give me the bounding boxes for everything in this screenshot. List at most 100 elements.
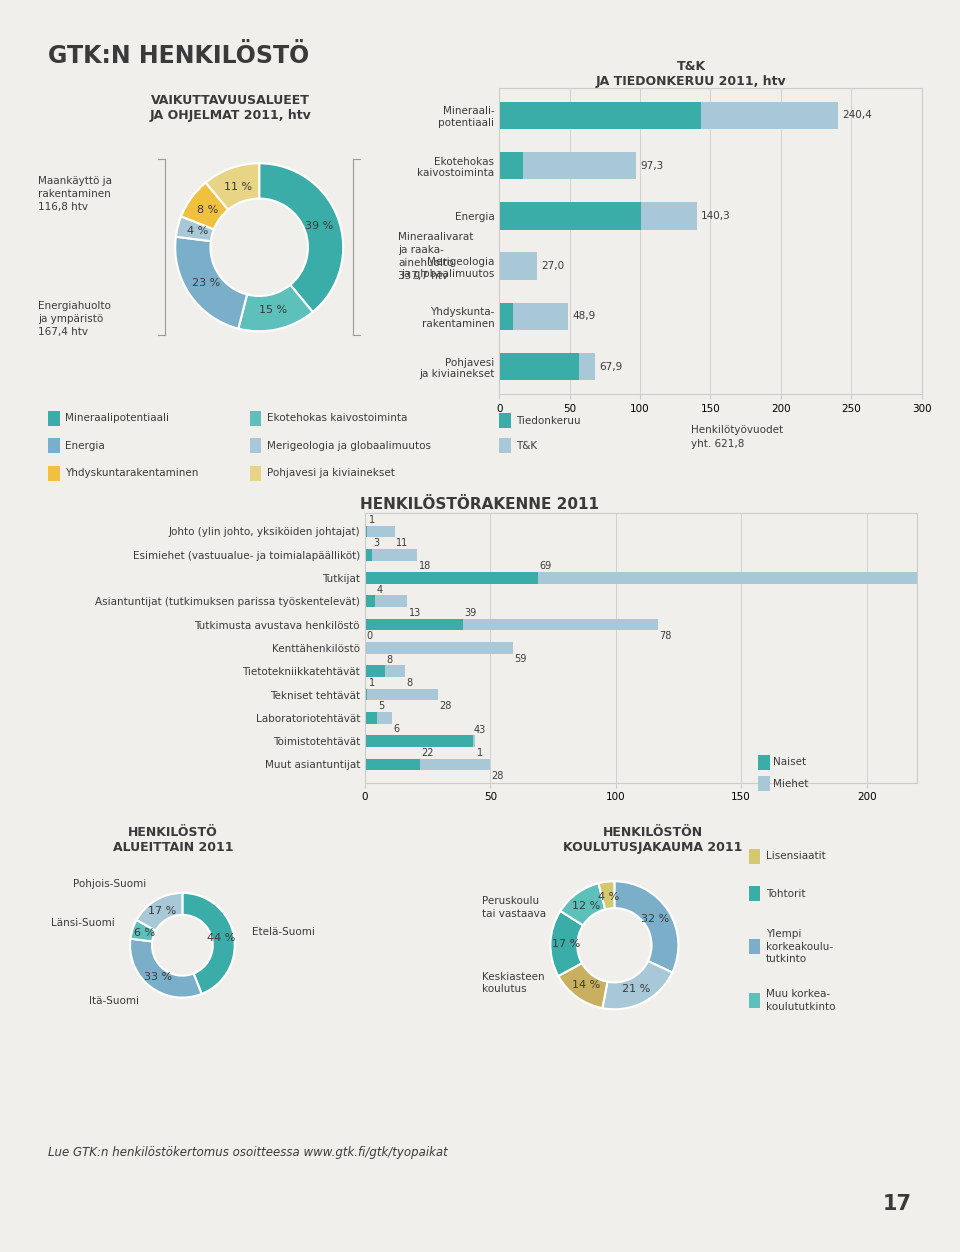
Text: 33 %: 33 % (144, 972, 172, 982)
Text: 8: 8 (406, 677, 413, 687)
Text: 1: 1 (369, 679, 374, 689)
Wedge shape (205, 163, 259, 210)
Bar (365, 618, 463, 631)
Text: Tiedonkeruu: Tiedonkeruu (516, 416, 581, 426)
Bar (365, 548, 372, 561)
Text: 27,0: 27,0 (541, 262, 564, 272)
Text: Tohtorit: Tohtorit (766, 889, 805, 899)
Bar (499, 101, 701, 129)
Text: Keskiasteen
koulutus: Keskiasteen koulutus (482, 972, 544, 994)
Text: 48,9: 48,9 (572, 312, 595, 322)
Text: Ekotehokas kaivostoiminta: Ekotehokas kaivostoiminta (267, 413, 407, 423)
Text: Naiset: Naiset (773, 757, 806, 767)
Text: 1: 1 (369, 515, 374, 525)
Text: 97,3: 97,3 (640, 160, 663, 170)
Text: 4 %: 4 % (598, 891, 619, 901)
Text: 6: 6 (394, 725, 399, 735)
Text: 15 %: 15 % (259, 304, 287, 314)
Text: HENKILÖSTÖRAKENNE 2011: HENKILÖSTÖRAKENNE 2011 (361, 497, 599, 512)
Wedge shape (614, 881, 679, 973)
Text: Maankäyttö ja
rakentaminen
116,8 htv: Maankäyttö ja rakentaminen 116,8 htv (38, 175, 112, 213)
Text: 39: 39 (464, 608, 476, 618)
Bar (368, 689, 438, 700)
Bar (365, 665, 385, 677)
Text: 32 %: 32 % (641, 914, 669, 924)
Bar (365, 712, 377, 724)
Text: Ylempi
korkeakoulu-
tutkinto: Ylempi korkeakoulu- tutkinto (766, 929, 833, 964)
Text: Pohjois-Suomi: Pohjois-Suomi (73, 879, 147, 889)
Wedge shape (603, 962, 672, 1009)
Text: 67,9: 67,9 (599, 362, 622, 372)
Bar (365, 526, 368, 537)
Text: 6 %: 6 % (134, 928, 156, 938)
Bar (472, 735, 475, 747)
Wedge shape (131, 920, 156, 942)
Wedge shape (238, 284, 313, 332)
Text: GTK:N HENKILÖSTÖ: GTK:N HENKILÖSTÖ (48, 44, 309, 68)
Text: 28: 28 (492, 771, 504, 781)
Text: Mineraalipotentiaali: Mineraalipotentiaali (65, 413, 169, 423)
Text: 8 %: 8 % (197, 205, 218, 215)
Text: 11 %: 11 % (224, 183, 252, 193)
Wedge shape (176, 237, 247, 328)
Wedge shape (550, 911, 583, 977)
Text: 17 %: 17 % (148, 906, 177, 916)
Wedge shape (181, 183, 228, 229)
Bar (641, 202, 697, 229)
Text: 17 %: 17 % (552, 939, 580, 949)
Wedge shape (559, 963, 608, 1008)
Bar (514, 303, 568, 331)
Text: 18: 18 (419, 561, 431, 571)
Text: Etelä-Suomi: Etelä-Suomi (252, 926, 315, 936)
Wedge shape (598, 881, 614, 909)
Text: Lisensiaatit: Lisensiaatit (766, 851, 826, 861)
Text: 3: 3 (373, 538, 380, 548)
Bar (365, 689, 368, 700)
Wedge shape (259, 163, 343, 312)
Wedge shape (561, 883, 605, 925)
Text: 8: 8 (386, 655, 393, 665)
Bar (580, 353, 595, 381)
Bar (701, 101, 838, 129)
Text: 21 %: 21 % (622, 984, 651, 994)
Text: Energia: Energia (65, 441, 105, 451)
Text: HENKILÖSTÖ
ALUEITTAIN 2011: HENKILÖSTÖ ALUEITTAIN 2011 (112, 826, 233, 854)
Text: Länsi-Suomi: Länsi-Suomi (52, 919, 115, 929)
Text: T&K: T&K (516, 441, 538, 451)
Bar (368, 526, 395, 537)
Bar (538, 572, 960, 583)
Text: 13: 13 (409, 607, 420, 617)
Wedge shape (182, 893, 235, 994)
Bar (365, 642, 513, 654)
Text: T&K
JA TIEDONKERUU 2011, htv: T&K JA TIEDONKERUU 2011, htv (596, 60, 786, 88)
Bar (385, 665, 405, 677)
Text: Yhdyskuntarakentaminen: Yhdyskuntarakentaminen (65, 468, 199, 478)
Wedge shape (176, 217, 214, 242)
Text: Muu korkea-
koulututkinto: Muu korkea- koulututkinto (766, 989, 835, 1012)
Bar (374, 596, 407, 607)
Bar (499, 202, 641, 229)
Text: 140,3: 140,3 (701, 210, 731, 220)
Text: 11: 11 (396, 538, 408, 548)
Text: Peruskoulu
tai vastaava: Peruskoulu tai vastaava (482, 896, 546, 919)
Text: 240,4: 240,4 (842, 110, 872, 120)
Text: Itä-Suomi: Itä-Suomi (89, 997, 139, 1007)
Bar (499, 253, 538, 280)
Text: 43: 43 (474, 725, 486, 735)
Text: 4 %: 4 % (187, 227, 208, 237)
Bar (523, 151, 636, 179)
Text: 22: 22 (421, 747, 434, 757)
Text: Pohjavesi ja kiviainekset: Pohjavesi ja kiviainekset (267, 468, 395, 478)
Bar (499, 151, 523, 179)
Text: 44 %: 44 % (207, 933, 235, 943)
Text: Merigeologia ja globaalimuutos: Merigeologia ja globaalimuutos (267, 441, 431, 451)
Text: 12 %: 12 % (572, 901, 600, 911)
Text: 1: 1 (476, 747, 483, 757)
Text: Mineraalivarat
ja raaka-
ainehuolto
337,7 htv: Mineraalivarat ja raaka- ainehuolto 337,… (398, 232, 474, 282)
Text: 23 %: 23 % (192, 278, 221, 288)
Text: Energiahuolto
ja ympäristö
167,4 htv: Energiahuolto ja ympäristö 167,4 htv (38, 300, 111, 338)
Bar (365, 735, 472, 747)
Text: 0: 0 (366, 631, 372, 641)
Text: 78: 78 (660, 631, 672, 641)
Bar (365, 572, 538, 583)
